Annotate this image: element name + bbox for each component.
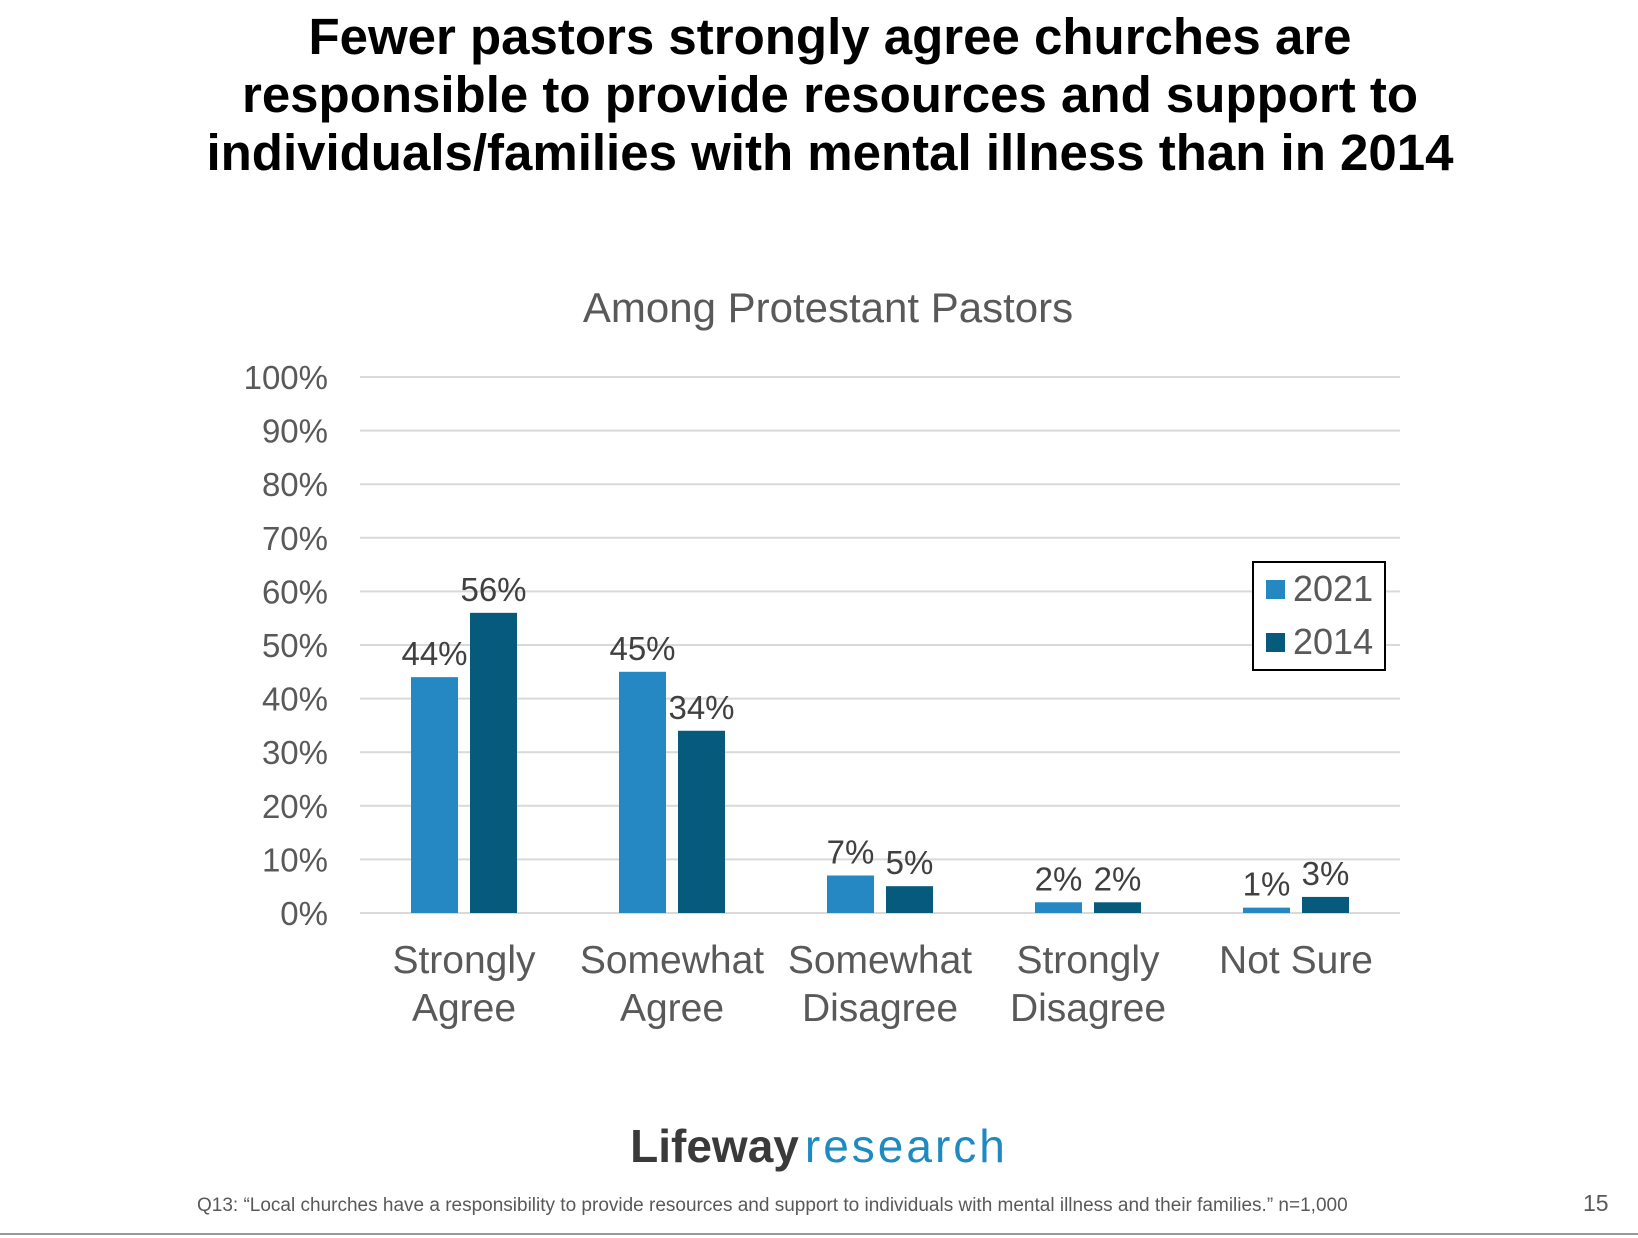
data-label: 7%: [827, 833, 875, 870]
x-axis: Strongly Agree Somewhat Agree Somewhat Disagr…: [392, 939, 1372, 1030]
data-label: 45%: [609, 630, 675, 667]
title-line: responsible to provide resources and sup…: [241, 66, 1419, 123]
y-tick-label: 20%: [262, 788, 328, 825]
y-tick-label: 80%: [262, 466, 328, 503]
data-label: 5%: [886, 844, 934, 881]
bar-2021: [827, 875, 874, 913]
data-label: 2%: [1094, 860, 1142, 897]
y-tick-label: 30%: [262, 734, 328, 771]
y-tick-label: 70%: [262, 520, 328, 557]
x-category-label: Not Sure: [1219, 939, 1373, 982]
bar-2014: [1094, 902, 1141, 913]
data-label: 44%: [401, 635, 467, 672]
bar-2014: [678, 730, 725, 913]
legend: 2021 2014: [1252, 561, 1386, 671]
x-category-label: Strongly Agree: [392, 939, 536, 1030]
y-tick-label: 40%: [262, 681, 328, 718]
question-footnote: Q13: “Local churches have a responsibili…: [197, 1195, 1348, 1216]
bar-2021: [1035, 902, 1082, 913]
logo-text-research: research: [804, 1120, 1008, 1172]
y-tick-label: 100%: [244, 359, 328, 396]
bottom-divider: [0, 1233, 1638, 1235]
bar-chart: Among Protestant Pastors 0% 10% 20% 30% 40% 5…: [244, 284, 1400, 1030]
y-tick-label: 10%: [262, 841, 328, 878]
x-category-label: Somewhat Agree: [580, 939, 764, 1030]
bar-2021: [619, 671, 666, 913]
page-number: 15: [1583, 1190, 1609, 1216]
slide-title: Fewer pastors strongly agree churches ar…: [60, 8, 1600, 182]
logo-text-lifeway: Lifeway: [630, 1120, 799, 1172]
legend-label-2014: 2014: [1293, 621, 1373, 662]
bar-2021: [411, 677, 458, 913]
bar-2014: [886, 886, 933, 913]
y-tick-label: 50%: [262, 627, 328, 664]
legend-label-2021: 2021: [1293, 568, 1373, 609]
bar-2021: [1243, 907, 1290, 913]
data-label: 2%: [1035, 860, 1083, 897]
legend-swatch-2014: [1266, 633, 1285, 652]
data-label: 1%: [1243, 866, 1291, 903]
y-axis: 0% 10% 20% 30% 40% 50% 60% 70% 80% 90% 100%: [244, 359, 328, 932]
title-line: individuals/families with mental illness…: [206, 124, 1454, 181]
lifeway-research-logo: Lifeway research: [0, 1118, 1638, 1174]
gridlines: [360, 376, 1400, 914]
data-label: 56%: [460, 571, 526, 608]
x-category-label: Strongly Disagree: [1010, 939, 1166, 1030]
chart-title: Among Protestant Pastors: [583, 284, 1073, 331]
x-category-label: Somewhat Disagree: [788, 939, 972, 1030]
data-label: 3%: [1302, 855, 1350, 892]
y-tick-label: 0%: [280, 895, 328, 932]
y-tick-label: 60%: [262, 573, 328, 610]
bars: 44% 56% 45% 34% 7% 5% 2% 2% 1% 3%: [401, 571, 1349, 913]
bar-2014: [470, 612, 517, 913]
y-tick-label: 90%: [262, 413, 328, 450]
data-label: 34%: [668, 689, 734, 726]
title-line: Fewer pastors strongly agree churches ar…: [308, 8, 1352, 65]
bar-2014: [1302, 896, 1349, 913]
legend-swatch-2021: [1266, 580, 1285, 599]
